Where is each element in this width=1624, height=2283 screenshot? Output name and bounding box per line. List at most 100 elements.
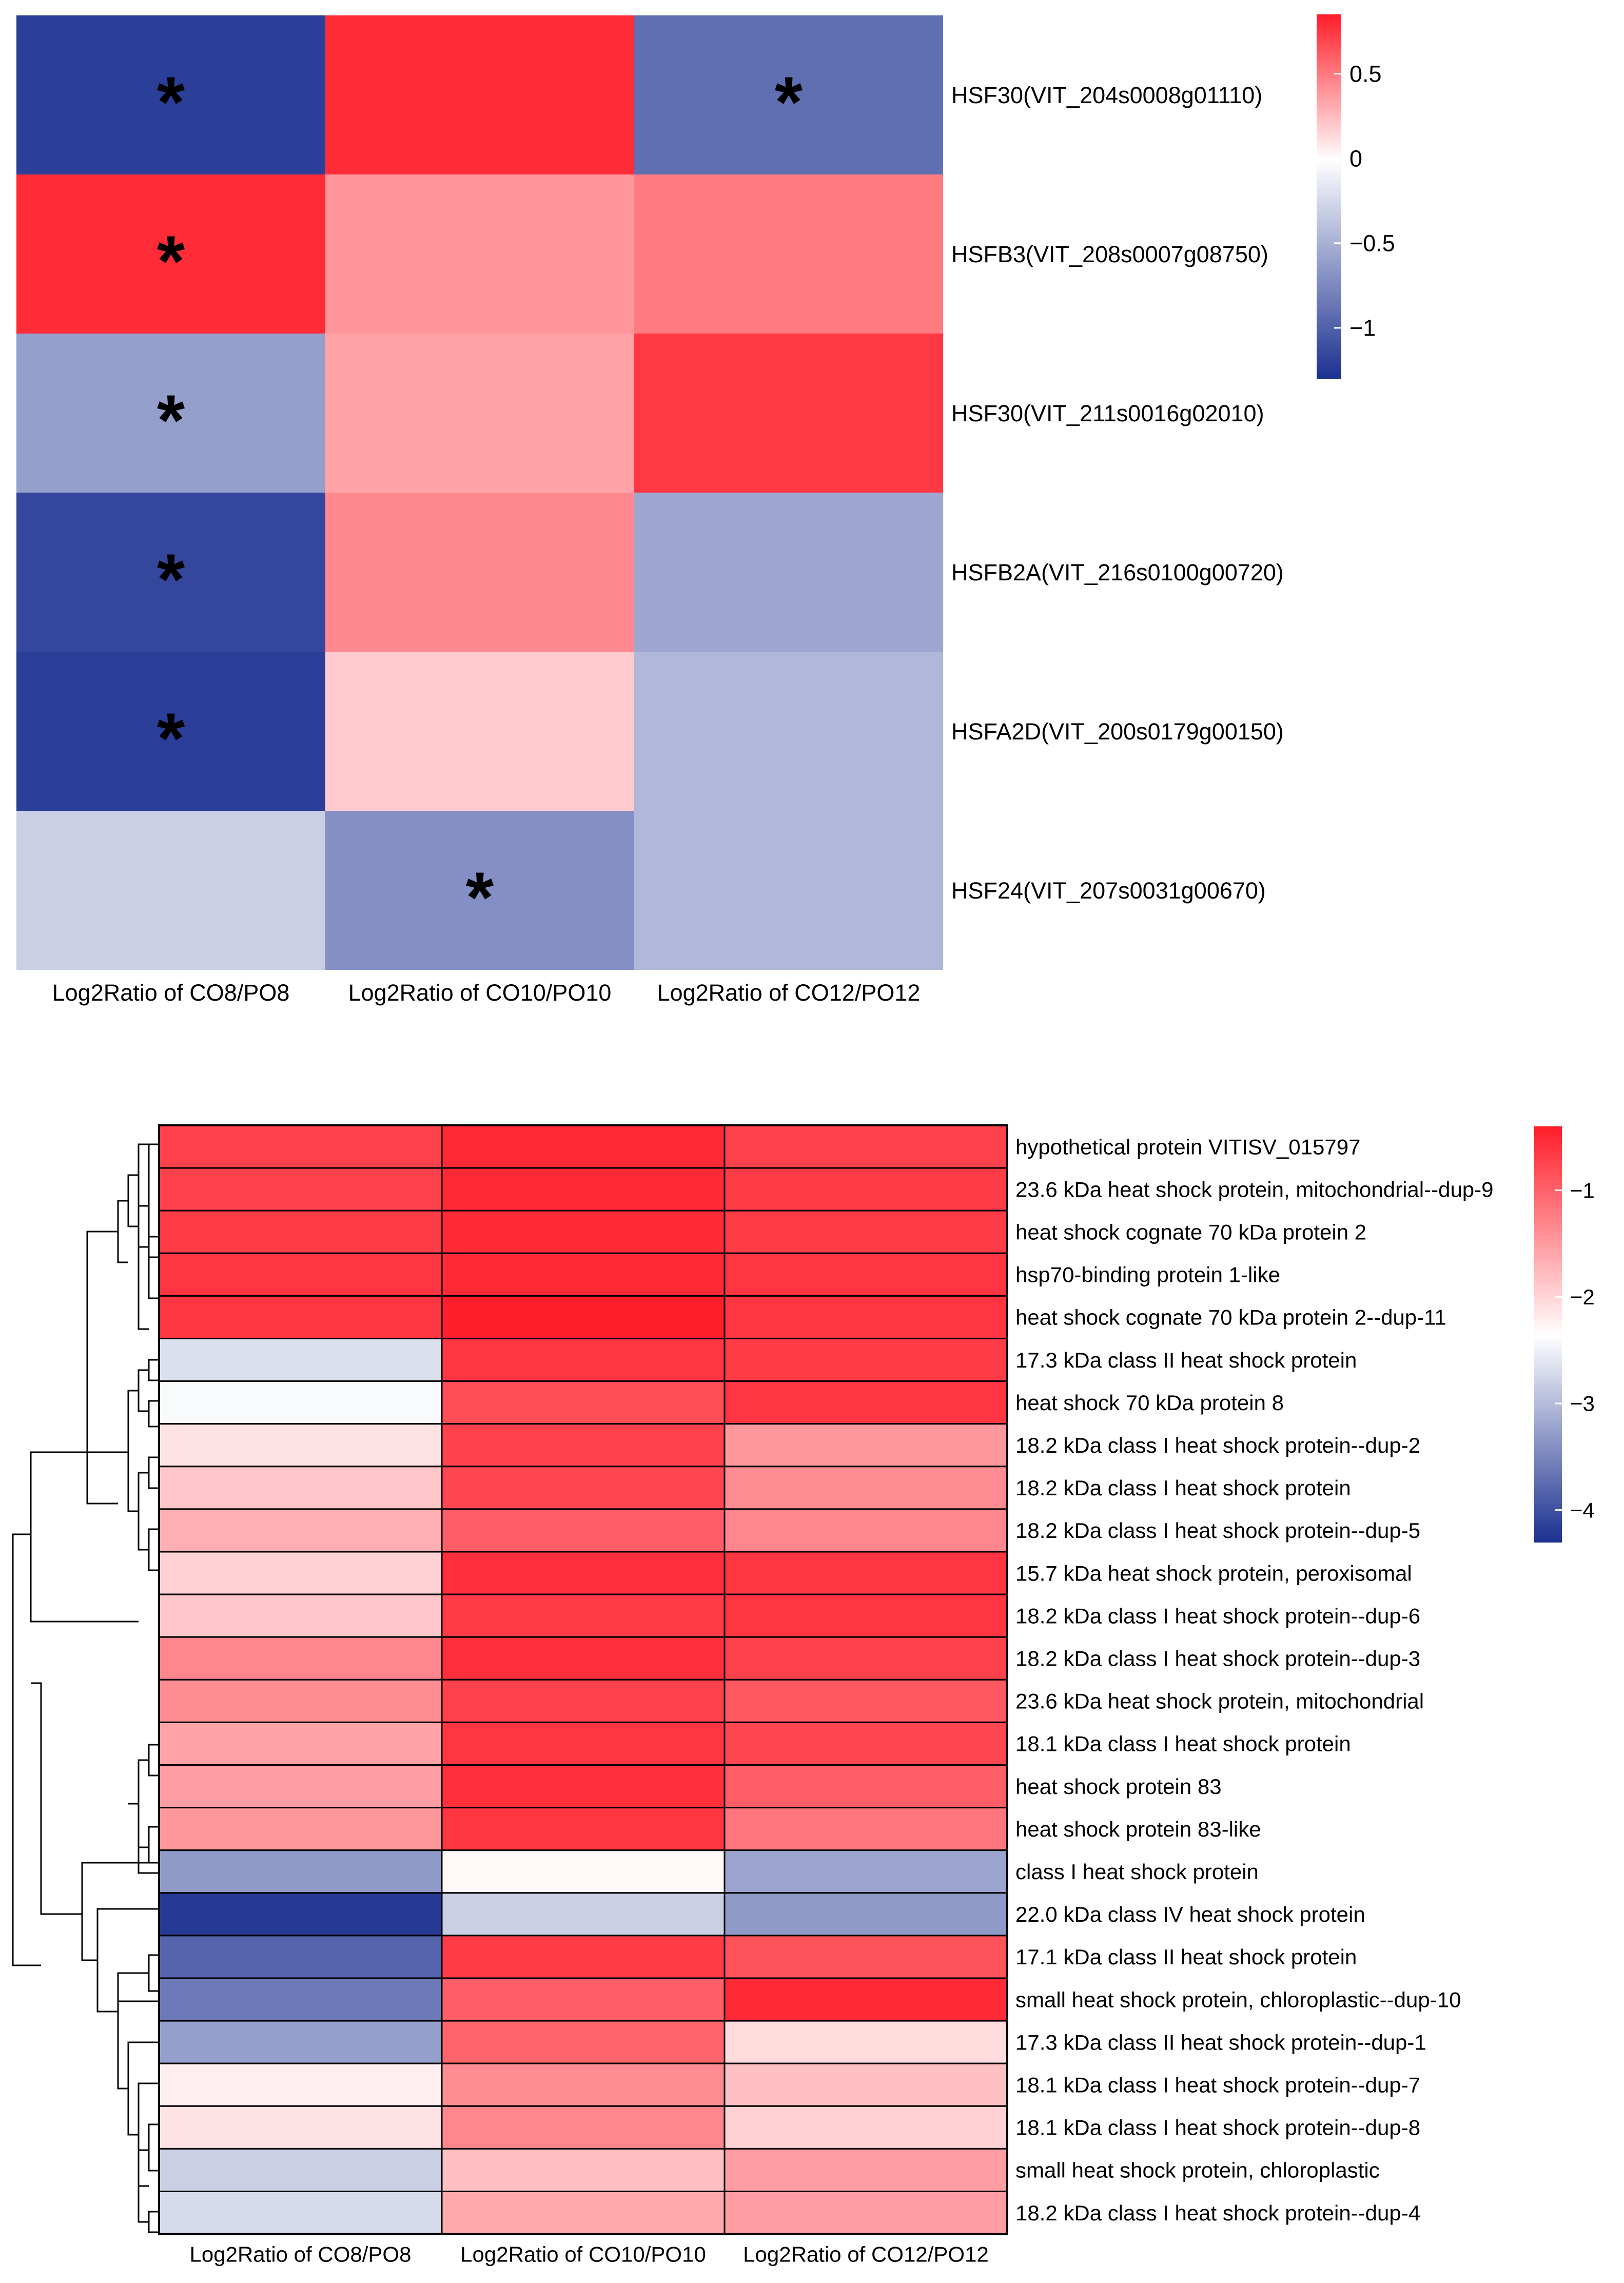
colorbar-segment — [1317, 126, 1341, 130]
colorbar-segment — [1534, 1455, 1562, 1459]
heatmap-cell — [16, 493, 325, 652]
colorbar-segment — [1317, 202, 1341, 206]
colorbar-segment — [1534, 1358, 1562, 1362]
heatmap-cell — [723, 2191, 1008, 2235]
heatmap-cell — [325, 811, 634, 970]
colorbar-segment — [1317, 121, 1341, 124]
colorbar-segment — [1317, 151, 1341, 155]
colorbar-segment — [1534, 1251, 1562, 1255]
heatmap-cell — [441, 1679, 726, 1723]
colorbar-segment — [1317, 214, 1341, 219]
colorbar-segment — [1317, 124, 1341, 127]
dendrogram-branch — [127, 1390, 139, 1512]
heatmap-cell — [158, 1508, 443, 1553]
colorbar-segment — [1534, 1234, 1562, 1238]
colorbar-segment — [1534, 1365, 1562, 1370]
colorbar-segment — [1317, 308, 1341, 313]
colorbar-segment — [1534, 1175, 1562, 1179]
colorbar-segment — [1317, 366, 1341, 370]
heatmap-cell — [634, 174, 943, 334]
heatmap-cell — [16, 15, 325, 174]
colorbar-segment — [1317, 211, 1341, 216]
row-dendrogram — [12, 1143, 159, 2233]
heatmap-cell — [441, 1209, 726, 1254]
heatmap-cell — [441, 2020, 726, 2064]
colorbar-segment — [1317, 287, 1341, 291]
colorbar-segment — [1317, 263, 1341, 267]
heatmap-cell — [158, 2148, 443, 2192]
colorbar-segment — [1317, 114, 1341, 119]
row-label: heat shock 70 kDa protein 8 — [1015, 1391, 1284, 1415]
row-label: small heat shock protein, chloroplastic — [1015, 2158, 1380, 2182]
colorbar-segment — [1534, 1396, 1562, 1401]
column-label: Log2Ratio of CO12/PO12 — [743, 2242, 989, 2267]
heatmap-cell — [723, 1295, 1008, 1339]
significance-marker: * — [157, 62, 185, 142]
colorbar-segment — [1317, 242, 1341, 246]
heatmap-cell — [441, 1764, 726, 1809]
heatmap-cell — [723, 1977, 1008, 2022]
colorbar-segment — [1317, 233, 1341, 237]
colorbar-segment — [1534, 1382, 1562, 1387]
colorbar-segment — [1534, 1265, 1562, 1269]
colorbar-segment — [1317, 333, 1341, 337]
row-label: 18.1 kDa class I heat shock protein — [1015, 1732, 1351, 1756]
colorbar-segment — [1317, 102, 1341, 106]
colorbar-segment — [1534, 1386, 1562, 1390]
colorbar-segment — [1534, 1535, 1562, 1539]
row-label: 17.1 kDa class II heat shock protein — [1015, 1945, 1357, 1969]
colorbar-segment — [1317, 84, 1341, 88]
row-label: 18.1 kDa class I heat shock protein--dup… — [1015, 2116, 1420, 2140]
dendrogram-branch — [81, 1862, 159, 1961]
heatmap-cell — [16, 174, 325, 334]
colorbar-segment — [1534, 1372, 1562, 1376]
column-label: Log2Ratio of CO8/PO8 — [52, 980, 290, 1006]
row-label: 18.2 kDa class I heat shock protein — [1015, 1476, 1351, 1500]
colorbar-segment — [1534, 1331, 1562, 1335]
colorbar-segment — [1534, 1538, 1562, 1543]
colorbar-segment — [1317, 90, 1341, 94]
colorbar-segment — [1534, 1459, 1562, 1463]
heatmap-cell — [723, 1807, 1008, 1851]
colorbar-segment — [1317, 193, 1341, 197]
heatmap-cell — [634, 493, 943, 652]
colorbar-segment — [1317, 187, 1341, 191]
colorbar-segment — [1534, 1337, 1562, 1342]
heatmap-cell — [441, 1636, 726, 1681]
heatmap-cell — [441, 2062, 726, 2107]
colorbar-segment — [1534, 1282, 1562, 1286]
heatmap-cell — [158, 1892, 443, 1937]
dendrogram-branch — [31, 1682, 82, 1915]
colorbar-segment — [1534, 1473, 1562, 1477]
colorbar-segment — [1534, 1521, 1562, 1526]
significance-marker: * — [157, 698, 185, 778]
colorbar-segment — [1534, 1452, 1562, 1456]
heatmap-cell — [723, 1636, 1008, 1681]
colorbar-segment — [1534, 1140, 1562, 1144]
colorbar-segment — [1534, 1462, 1562, 1467]
colorbar-segment — [1317, 354, 1341, 358]
heatmap-cell — [325, 493, 634, 652]
row-label: 18.2 kDa class I heat shock protein--dup… — [1015, 1433, 1420, 1457]
colorbar-segment — [1534, 1226, 1562, 1231]
colorbar-segment — [1534, 1410, 1562, 1415]
colorbar-segment — [1317, 51, 1341, 54]
colorbar-segment — [1534, 1323, 1562, 1328]
colorbar-segment — [1317, 38, 1341, 43]
colorbar-segment — [1534, 1223, 1562, 1227]
colorbar-segment — [1534, 1133, 1562, 1138]
heatmap-cell — [441, 2105, 726, 2150]
row-label: small heat shock protein, chloroplastic-… — [1015, 1987, 1461, 2012]
heatmap-cell — [723, 1849, 1008, 1894]
colorbar-segment — [1317, 208, 1341, 212]
heatmap-cell — [16, 334, 325, 493]
colorbar-segment — [1534, 1247, 1562, 1252]
heatmap-cell — [723, 2020, 1008, 2064]
colorbar-segment — [1317, 169, 1341, 173]
colorbar-segment — [1317, 357, 1341, 361]
colorbar-segment — [1317, 239, 1341, 243]
colorbar-segment — [1534, 1161, 1562, 1165]
colorbar-segment — [1317, 154, 1341, 158]
colorbar-segment — [1317, 42, 1341, 46]
row-label: 18.2 kDa class I heat shock protein--dup… — [1015, 1646, 1420, 1670]
